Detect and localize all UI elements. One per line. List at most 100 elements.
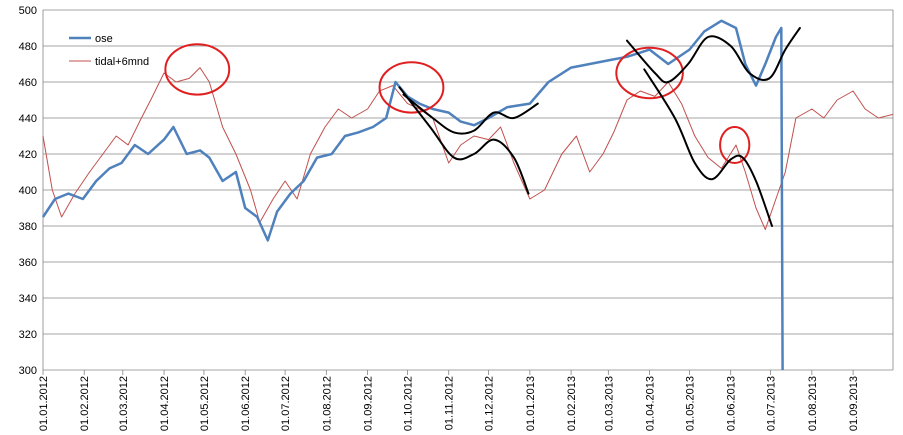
data-point-tidal-11: [175, 81, 176, 82]
data-point-tidal-6: [116, 135, 117, 136]
data-point-tidal-44: [613, 132, 614, 133]
data-point-ose-43: [649, 49, 650, 50]
annotation-ellipse-1: [378, 61, 445, 114]
y-tick-label-460: 460: [19, 77, 37, 89]
data-point-tidal-22: [310, 153, 311, 154]
data-point-ose-1: [54, 198, 55, 199]
data-point-tidal-1: [52, 189, 53, 190]
y-axis: 300 320 340 360 380 400 420 440 460 480 500: [19, 5, 37, 377]
data-point-tidal-39: [544, 189, 545, 190]
x-axis: 01.01.2012 01.02.2012 01.03.2012 01.04.2012…: [38, 370, 860, 431]
y-tick-label-300: 300: [19, 365, 37, 377]
data-point-ose-40: [589, 63, 590, 64]
x-tick-label-10: 01.11.2012: [444, 376, 456, 430]
data-point-ose-5: [109, 168, 110, 169]
data-point-ose-27: [386, 117, 387, 118]
x-tick-label-14: 01.03.2013: [603, 376, 615, 431]
data-point-tidal-50: [694, 135, 695, 136]
x-tick-label-18: 01.07.2013: [766, 376, 778, 431]
data-point-ose-18: [267, 240, 268, 241]
data-point-ose-36: [507, 107, 508, 108]
legend-label-tidal: tidal+6mnd: [95, 56, 149, 68]
x-tick-label-6: 01.07.2012: [280, 376, 292, 431]
data-point-ose-53: [781, 27, 782, 28]
data-point-ose-21: [303, 180, 304, 181]
x-tick-label-19: 01.08.2013: [807, 376, 819, 431]
y-tick-label-340: 340: [19, 293, 37, 305]
data-point-tidal-26: [367, 108, 368, 109]
data-point-tidal-4: [89, 171, 90, 172]
data-point-tidal-53: [735, 144, 736, 145]
data-point-tidal-55: [755, 207, 756, 208]
series-line-ose: [41, 19, 784, 371]
data-point-tidal-14: [209, 81, 210, 82]
data-point-ose-12: [199, 150, 200, 151]
data-point-ose-39: [571, 67, 572, 68]
data-point-tidal-41: [576, 135, 577, 136]
data-point-tidal-54: [745, 171, 746, 172]
data-point-ose-26: [372, 126, 373, 127]
y-tick-label-360: 360: [19, 257, 37, 269]
data-point-tidal-66: [892, 114, 893, 115]
x-tick-label-15: 01.04.2013: [645, 376, 657, 431]
data-point-tidal-12: [189, 78, 190, 79]
data-point-tidal-40: [561, 153, 562, 154]
data-point-tidal-17: [250, 189, 251, 190]
y-tick-label-420: 420: [19, 149, 37, 161]
data-point-ose-4: [96, 180, 97, 181]
data-point-tidal-10: [163, 72, 164, 73]
data-point-tidal-56: [765, 229, 766, 230]
data-point-tidal-20: [285, 180, 286, 181]
data-point-tidal-38: [529, 198, 530, 199]
data-point-ose-42: [626, 56, 627, 57]
data-point-ose-41: [608, 60, 609, 61]
data-point-ose-31: [432, 108, 433, 109]
data-point-ose-20: [290, 193, 291, 194]
data-point-tidal-45: [626, 99, 627, 100]
data-point-ose-16: [245, 207, 246, 208]
x-tick-label-0: 01.01.2012: [38, 376, 50, 431]
data-point-tidal-37: [513, 162, 514, 163]
data-point-ose-28: [395, 81, 396, 82]
x-tick-label-2: 01.03.2012: [118, 376, 130, 431]
data-point-ose-51: [765, 63, 766, 64]
data-point-tidal-19: [273, 198, 274, 199]
data-point-ose-0: [42, 216, 43, 217]
data-point-tidal-32: [448, 162, 449, 163]
legend-label-ose: ose: [95, 33, 113, 45]
data-point-tidal-0: [42, 135, 43, 136]
x-tick-label-7: 01.08.2012: [321, 376, 333, 431]
annotation-layer: [164, 27, 801, 227]
data-point-ose-37: [529, 103, 530, 104]
data-point-ose-19: [277, 211, 278, 212]
data-point-ose-11: [186, 153, 187, 154]
x-tick-label-4: 01.05.2012: [199, 376, 211, 431]
data-point-tidal-29: [407, 103, 408, 104]
data-point-ose-22: [316, 157, 317, 158]
data-point-ose-13: [209, 157, 210, 158]
data-point-ose-7: [134, 144, 135, 145]
data-point-tidal-60: [811, 108, 812, 109]
x-tick-label-12: 01.01.2013: [525, 376, 537, 431]
data-point-ose-45: [689, 49, 690, 50]
data-point-ose-30: [419, 103, 420, 104]
x-tick-label-1: 01.02.2012: [79, 376, 91, 431]
data-point-ose-47: [721, 20, 722, 21]
data-point-ose-33: [460, 121, 461, 122]
data-point-ose-49: [745, 63, 746, 64]
legend: ose tidal+6mnd: [69, 33, 149, 68]
data-point-tidal-5: [102, 153, 103, 154]
data-point-ose-23: [331, 153, 332, 154]
x-tick-label-13: 01.02.2013: [566, 376, 578, 431]
data-point-ose-24: [344, 135, 345, 136]
y-tick-label-440: 440: [19, 113, 37, 125]
x-tick-label-8: 01.09.2012: [363, 376, 375, 431]
data-point-ose-25: [358, 132, 359, 133]
data-point-tidal-16: [235, 153, 236, 154]
data-point-tidal-49: [681, 103, 682, 104]
data-point-ose-48: [735, 27, 736, 28]
data-point-tidal-2: [61, 216, 62, 217]
annotation-ellipse-0: [164, 43, 231, 96]
annotation-curve-0: [398, 86, 530, 195]
